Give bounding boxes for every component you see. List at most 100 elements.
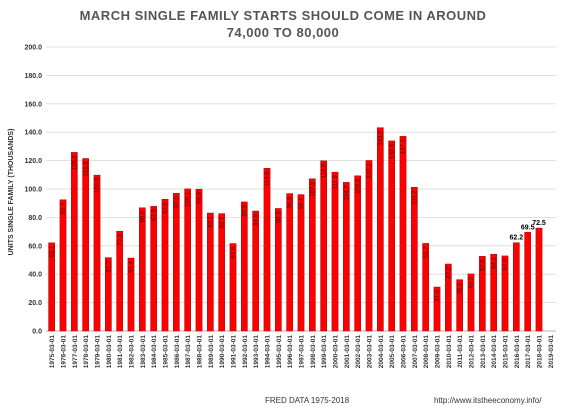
bar <box>365 160 373 332</box>
source-url[interactable]: http://www.itstheeconomy.info/ <box>434 396 542 405</box>
bar <box>195 188 203 332</box>
bar-labels: 62.1 92.4 125.8 121.5 109.8 51.7 70.3 51.4 86.8 8… <box>50 130 546 302</box>
x-tick-label: 1993-03-01 <box>253 335 260 369</box>
bar <box>116 230 123 332</box>
bar-value-label: 133.9 <box>390 143 396 159</box>
x-tick-label: 2017-03-01 <box>525 335 532 369</box>
bar-value-label: 125.8 <box>72 155 78 171</box>
y-tick-label: 80.0 <box>28 215 42 222</box>
bar-value-label: 96.8 <box>288 196 294 208</box>
bar <box>320 160 327 332</box>
bar-value-label: 87.9 <box>152 209 158 221</box>
x-tick-label: 1985-03-01 <box>163 335 170 369</box>
bar <box>309 178 316 332</box>
bar <box>535 227 543 332</box>
bar-value-label: 51.7 <box>106 260 112 272</box>
y-tick-label: 180.0 <box>24 73 42 80</box>
bar-value-label: 90.9 <box>242 204 248 216</box>
bar-value-label: 54.1 <box>492 257 498 269</box>
chart-title-line2: 74,000 TO 80,000 <box>226 25 340 40</box>
bar <box>173 193 180 332</box>
bar <box>513 242 520 332</box>
y-tick-label: 160.0 <box>24 101 42 108</box>
bar-value-label: 84.5 <box>254 213 260 225</box>
y-tick-label: 100.0 <box>24 187 42 194</box>
x-tick-label: 2008-03-01 <box>423 335 430 369</box>
bar <box>456 279 463 332</box>
y-axis-label: UNITS SINGLE FAMILY (THOUSANDS) <box>8 129 15 256</box>
x-tick-label: 1990-03-01 <box>219 335 226 369</box>
bar-value-label: 121.5 <box>84 161 90 177</box>
x-tick-label: 2018-03-01 <box>537 335 544 369</box>
bar <box>161 199 169 332</box>
x-tick-label: 1997-03-01 <box>299 335 306 369</box>
bar-value-label: 119.9 <box>322 163 328 178</box>
y-tick-label: 200.0 <box>24 45 42 52</box>
x-tick-label: 2000-03-01 <box>333 335 340 369</box>
bar <box>399 136 407 332</box>
x-tick-label: 1980-03-01 <box>106 335 113 369</box>
bar <box>82 158 89 332</box>
bar-value-label: 36.2 <box>458 282 464 294</box>
bar-value-label: 104.7 <box>344 185 350 201</box>
bar <box>479 256 486 332</box>
bar-value-label: 40.2 <box>469 276 475 288</box>
x-tick-label: 2002-03-01 <box>355 335 362 369</box>
x-tick-label: 2005-03-01 <box>389 335 396 369</box>
x-tick-label: 1988-03-01 <box>197 335 204 369</box>
x-tick-label: 2016-03-01 <box>514 335 521 369</box>
x-tick-label: 2010-03-01 <box>446 335 453 369</box>
x-tick-label: 1981-03-01 <box>117 335 124 369</box>
x-tick-label: 2011-03-01 <box>457 335 464 368</box>
bar-value-label: 51.4 <box>129 260 135 272</box>
bar-value-label: 70.3 <box>118 234 124 246</box>
bar-value-label: 143.2 <box>378 130 384 146</box>
bar-value-label: 86.8 <box>140 210 146 222</box>
bar <box>150 205 157 332</box>
x-tick-label: 1986-03-01 <box>174 335 181 369</box>
bar <box>218 213 225 332</box>
bar <box>286 193 293 332</box>
y-tick-label: 20.0 <box>28 300 42 307</box>
bar <box>184 188 191 332</box>
bar <box>241 201 248 332</box>
bar-value-label: 100.1 <box>186 191 192 207</box>
x-axis-ticks: 1975-03-01 1976-03-01 1977-03-01 1978-03-01… <box>49 335 555 369</box>
bar <box>207 212 214 332</box>
chart-title-line1: MARCH SINGLE FAMILY STARTS SHOULD COME I… <box>79 8 487 23</box>
x-tick-label: 1987-03-01 <box>185 335 192 369</box>
bar <box>433 286 441 332</box>
bar <box>411 187 418 332</box>
bar <box>388 140 395 332</box>
y-tick-label: 140.0 <box>24 130 42 137</box>
source-label: FRED DATA 1975-2018 <box>265 396 350 405</box>
bar-value-label: 109.8 <box>95 177 101 193</box>
bar-value-label: 61.6 <box>231 246 237 258</box>
bar-value-label: 120.1 <box>367 163 373 179</box>
bar-value-label: 69.5 <box>521 224 535 231</box>
bar <box>501 255 509 332</box>
bar <box>343 182 350 332</box>
x-tick-label: 2015-03-01 <box>503 335 510 369</box>
bar-value-label: 92.8 <box>163 202 169 214</box>
x-tick-label: 2007-03-01 <box>412 335 419 369</box>
bars <box>48 127 543 332</box>
y-axis-ticks: 0.0 20.0 40.0 60.0 80.0 100.0 120.0 140.0 160.0 1… <box>24 45 42 336</box>
bar-value-label: 62.1 <box>50 245 56 257</box>
x-tick-label: 1977-03-01 <box>72 335 79 369</box>
x-tick-label: 1989-03-01 <box>208 335 215 369</box>
x-tick-label: 2006-03-01 <box>401 335 408 369</box>
bar-value-label: 83.1 <box>208 215 214 227</box>
bar <box>252 210 259 332</box>
x-tick-label: 1982-03-01 <box>129 335 136 369</box>
bar-value-label: 86.3 <box>276 211 282 223</box>
bar <box>59 199 67 332</box>
bar <box>229 243 237 332</box>
bar-value-label: 92.4 <box>61 202 67 214</box>
bar <box>377 127 384 332</box>
bar <box>422 243 429 332</box>
x-tick-label: 1978-03-01 <box>83 335 90 369</box>
bar-value-label: 61.7 <box>424 246 430 258</box>
